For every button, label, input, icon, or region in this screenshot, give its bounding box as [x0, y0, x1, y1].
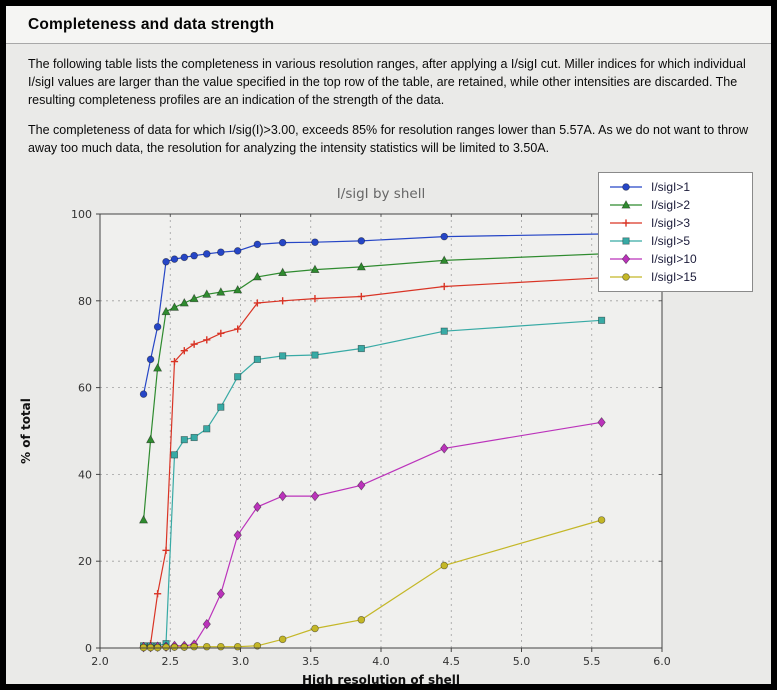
legend-item: I/sigI>15: [608, 270, 736, 284]
svg-text:0: 0: [85, 642, 92, 655]
body-text: The following table lists the completene…: [6, 44, 771, 158]
legend-item-label: I/sigI>3: [651, 215, 691, 230]
chart-title: I/sigI by shell: [337, 186, 425, 202]
svg-text:5.5: 5.5: [583, 655, 601, 668]
title-band: Completeness and data strength: [6, 6, 771, 44]
svg-text:80: 80: [78, 295, 92, 308]
legend-marker-icon: [610, 219, 642, 227]
svg-text:3.0: 3.0: [232, 655, 250, 668]
svg-text:100: 100: [71, 208, 92, 221]
legend-item-label: I/sigI>2: [651, 197, 691, 212]
intro-paragraph: The following table lists the completene…: [28, 57, 746, 107]
completeness-chart: 2.0 2.5 3.0 3.5 4.0 4.5 5.0 5.5 6.0 0 20 40 60 80 100 I…: [12, 171, 757, 684]
legend-marker-icon: [610, 199, 642, 209]
svg-text:2.5: 2.5: [162, 655, 180, 668]
chart-canvas: 2.0 2.5 3.0 3.5 4.0 4.5 5.0 5.5 6.0 0 20 40 60 80 100 I…: [19, 186, 671, 684]
svg-text:60: 60: [78, 381, 92, 394]
svg-text:20: 20: [78, 555, 92, 568]
legend-item: I/sigI>1: [608, 180, 736, 194]
legend-item: I/sigI>3: [608, 216, 736, 230]
legend-marker-icon: [610, 272, 642, 281]
svg-text:6.0: 6.0: [653, 655, 671, 668]
svg-text:3.5: 3.5: [302, 655, 320, 668]
legend-marker-icon: [610, 182, 642, 191]
legend-item-label: I/sigI>15: [651, 269, 697, 284]
legend-item: I/sigI>10: [608, 252, 736, 266]
legend-marker-icon: [610, 253, 642, 265]
summary-paragraph: The completeness of data for which I/sig…: [28, 123, 749, 155]
chart-legend: I/sigI>1 I/sigI>2 I/sigI>3 I/sigI>5 I/sigI>1…: [598, 171, 753, 292]
legend-marker-icon: [610, 237, 642, 245]
page-title: Completeness and data strength: [28, 16, 275, 33]
svg-text:4.0: 4.0: [372, 655, 390, 668]
svg-text:40: 40: [78, 468, 92, 481]
legend-item-label: I/sigI>1: [651, 179, 691, 194]
svg-text:5.0: 5.0: [513, 655, 531, 668]
svg-text:4.5: 4.5: [443, 655, 461, 668]
x-axis-label: High resolution of shell: [302, 673, 460, 684]
y-axis-label: % of total: [19, 398, 33, 464]
report-page: Completeness and data strength The follo…: [6, 6, 771, 684]
legend-item-label: I/sigI>5: [651, 233, 691, 248]
legend-item: I/sigI>5: [608, 234, 736, 248]
svg-text:2.0: 2.0: [91, 655, 109, 668]
legend-item: I/sigI>2: [608, 198, 736, 212]
legend-item-label: I/sigI>10: [651, 251, 697, 266]
